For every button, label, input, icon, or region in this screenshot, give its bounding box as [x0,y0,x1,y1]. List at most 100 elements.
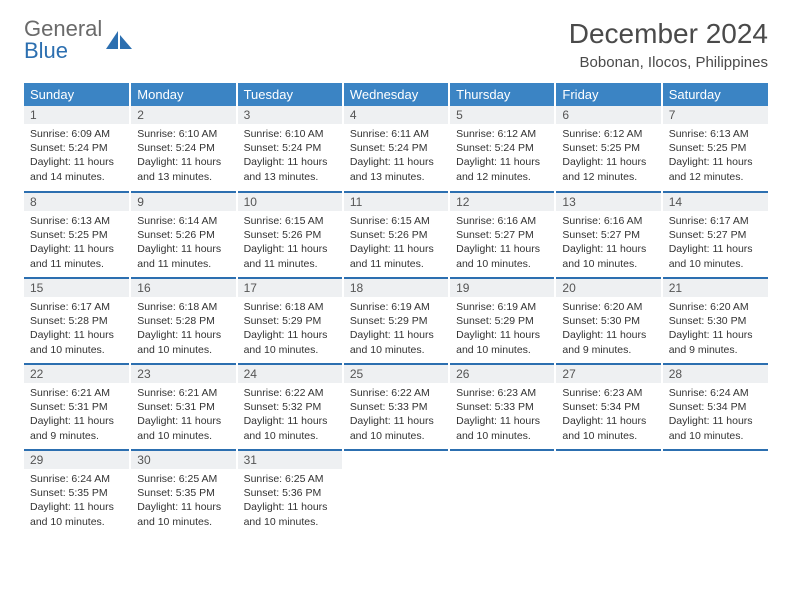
day-details: Sunrise: 6:18 AMSunset: 5:28 PMDaylight:… [131,297,235,361]
day-number: 13 [556,193,660,211]
day-number: 22 [24,365,129,383]
calendar-week-row: 29Sunrise: 6:24 AMSunset: 5:35 PMDayligh… [24,450,768,536]
calendar-day-cell: 6Sunrise: 6:12 AMSunset: 5:25 PMDaylight… [555,106,661,192]
calendar-day-cell: 7Sunrise: 6:13 AMSunset: 5:25 PMDaylight… [662,106,768,192]
day-number: 12 [450,193,554,211]
logo-text: General Blue [24,18,102,62]
day-details: Sunrise: 6:24 AMSunset: 5:35 PMDaylight:… [24,469,129,533]
calendar-day-cell: 22Sunrise: 6:21 AMSunset: 5:31 PMDayligh… [24,364,130,450]
day-details: Sunrise: 6:09 AMSunset: 5:24 PMDaylight:… [24,124,129,188]
calendar-day-cell: 15Sunrise: 6:17 AMSunset: 5:28 PMDayligh… [24,278,130,364]
day-number: 27 [556,365,660,383]
day-details: Sunrise: 6:11 AMSunset: 5:24 PMDaylight:… [344,124,448,188]
weekday-header-row: SundayMondayTuesdayWednesdayThursdayFrid… [24,83,768,106]
day-details: Sunrise: 6:12 AMSunset: 5:24 PMDaylight:… [450,124,554,188]
day-number: 11 [344,193,448,211]
calendar-day-cell: 29Sunrise: 6:24 AMSunset: 5:35 PMDayligh… [24,450,130,536]
day-details: Sunrise: 6:24 AMSunset: 5:34 PMDaylight:… [663,383,768,447]
day-number: 28 [663,365,768,383]
location: Bobonan, Ilocos, Philippines [569,54,768,71]
day-number: 16 [131,279,235,297]
day-number: 29 [24,451,129,469]
day-number: 4 [344,106,448,124]
header: General Blue December 2024 Bobonan, Iloc… [24,18,768,71]
calendar-empty-cell [555,450,661,536]
day-details: Sunrise: 6:20 AMSunset: 5:30 PMDaylight:… [663,297,768,361]
calendar-day-cell: 24Sunrise: 6:22 AMSunset: 5:32 PMDayligh… [237,364,343,450]
calendar-day-cell: 28Sunrise: 6:24 AMSunset: 5:34 PMDayligh… [662,364,768,450]
weekday-header: Friday [555,83,661,106]
calendar-day-cell: 21Sunrise: 6:20 AMSunset: 5:30 PMDayligh… [662,278,768,364]
calendar-day-cell: 14Sunrise: 6:17 AMSunset: 5:27 PMDayligh… [662,192,768,278]
logo: General Blue [24,18,132,62]
day-number: 24 [238,365,342,383]
calendar-day-cell: 2Sunrise: 6:10 AMSunset: 5:24 PMDaylight… [130,106,236,192]
day-number: 9 [131,193,235,211]
calendar-day-cell: 11Sunrise: 6:15 AMSunset: 5:26 PMDayligh… [343,192,449,278]
day-number: 19 [450,279,554,297]
day-number: 17 [238,279,342,297]
day-number: 10 [238,193,342,211]
day-number: 5 [450,106,554,124]
day-details: Sunrise: 6:13 AMSunset: 5:25 PMDaylight:… [663,124,768,188]
weekday-header: Thursday [449,83,555,106]
day-details: Sunrise: 6:18 AMSunset: 5:29 PMDaylight:… [238,297,342,361]
calendar-empty-cell [343,450,449,536]
day-details: Sunrise: 6:16 AMSunset: 5:27 PMDaylight:… [450,211,554,275]
logo-word-2: Blue [24,38,68,63]
day-details: Sunrise: 6:15 AMSunset: 5:26 PMDaylight:… [238,211,342,275]
calendar-day-cell: 30Sunrise: 6:25 AMSunset: 5:35 PMDayligh… [130,450,236,536]
day-details: Sunrise: 6:22 AMSunset: 5:32 PMDaylight:… [238,383,342,447]
day-details: Sunrise: 6:10 AMSunset: 5:24 PMDaylight:… [131,124,235,188]
calendar-day-cell: 26Sunrise: 6:23 AMSunset: 5:33 PMDayligh… [449,364,555,450]
day-number: 18 [344,279,448,297]
day-details: Sunrise: 6:22 AMSunset: 5:33 PMDaylight:… [344,383,448,447]
weekday-header: Monday [130,83,236,106]
day-number: 25 [344,365,448,383]
calendar-table: SundayMondayTuesdayWednesdayThursdayFrid… [24,83,768,536]
calendar-week-row: 22Sunrise: 6:21 AMSunset: 5:31 PMDayligh… [24,364,768,450]
weekday-header: Sunday [24,83,130,106]
day-details: Sunrise: 6:25 AMSunset: 5:35 PMDaylight:… [131,469,235,533]
day-number: 20 [556,279,660,297]
day-number: 15 [24,279,129,297]
day-details: Sunrise: 6:19 AMSunset: 5:29 PMDaylight:… [450,297,554,361]
day-number: 2 [131,106,235,124]
day-details: Sunrise: 6:14 AMSunset: 5:26 PMDaylight:… [131,211,235,275]
calendar-day-cell: 13Sunrise: 6:16 AMSunset: 5:27 PMDayligh… [555,192,661,278]
day-details: Sunrise: 6:12 AMSunset: 5:25 PMDaylight:… [556,124,660,188]
day-details: Sunrise: 6:10 AMSunset: 5:24 PMDaylight:… [238,124,342,188]
calendar-empty-cell [662,450,768,536]
calendar-day-cell: 27Sunrise: 6:23 AMSunset: 5:34 PMDayligh… [555,364,661,450]
title-block: December 2024 Bobonan, Ilocos, Philippin… [569,18,768,71]
calendar-day-cell: 9Sunrise: 6:14 AMSunset: 5:26 PMDaylight… [130,192,236,278]
day-details: Sunrise: 6:19 AMSunset: 5:29 PMDaylight:… [344,297,448,361]
day-number: 7 [663,106,768,124]
day-details: Sunrise: 6:13 AMSunset: 5:25 PMDaylight:… [24,211,129,275]
day-number: 23 [131,365,235,383]
day-details: Sunrise: 6:17 AMSunset: 5:28 PMDaylight:… [24,297,129,361]
day-number: 3 [238,106,342,124]
day-details: Sunrise: 6:23 AMSunset: 5:34 PMDaylight:… [556,383,660,447]
calendar-day-cell: 4Sunrise: 6:11 AMSunset: 5:24 PMDaylight… [343,106,449,192]
calendar-day-cell: 12Sunrise: 6:16 AMSunset: 5:27 PMDayligh… [449,192,555,278]
calendar-day-cell: 10Sunrise: 6:15 AMSunset: 5:26 PMDayligh… [237,192,343,278]
calendar-day-cell: 18Sunrise: 6:19 AMSunset: 5:29 PMDayligh… [343,278,449,364]
day-details: Sunrise: 6:21 AMSunset: 5:31 PMDaylight:… [131,383,235,447]
calendar-day-cell: 5Sunrise: 6:12 AMSunset: 5:24 PMDaylight… [449,106,555,192]
day-number: 31 [238,451,342,469]
day-details: Sunrise: 6:25 AMSunset: 5:36 PMDaylight:… [238,469,342,533]
calendar-day-cell: 20Sunrise: 6:20 AMSunset: 5:30 PMDayligh… [555,278,661,364]
calendar-day-cell: 19Sunrise: 6:19 AMSunset: 5:29 PMDayligh… [449,278,555,364]
day-number: 14 [663,193,768,211]
calendar-day-cell: 23Sunrise: 6:21 AMSunset: 5:31 PMDayligh… [130,364,236,450]
day-number: 30 [131,451,235,469]
day-details: Sunrise: 6:23 AMSunset: 5:33 PMDaylight:… [450,383,554,447]
day-details: Sunrise: 6:15 AMSunset: 5:26 PMDaylight:… [344,211,448,275]
day-number: 26 [450,365,554,383]
weekday-header: Saturday [662,83,768,106]
calendar-day-cell: 16Sunrise: 6:18 AMSunset: 5:28 PMDayligh… [130,278,236,364]
calendar-body: 1Sunrise: 6:09 AMSunset: 5:24 PMDaylight… [24,106,768,536]
month-title: December 2024 [569,18,768,50]
day-number: 6 [556,106,660,124]
